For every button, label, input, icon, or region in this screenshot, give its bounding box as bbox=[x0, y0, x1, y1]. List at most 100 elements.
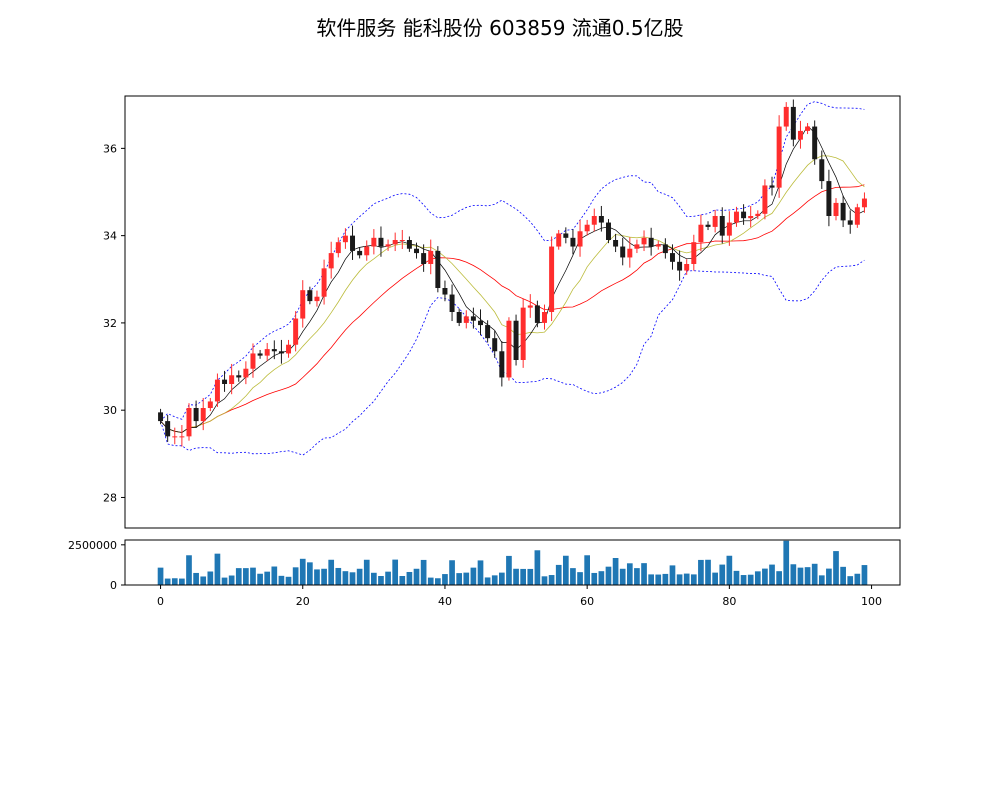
volume-y-tick-label: 2500000 bbox=[68, 539, 117, 552]
volume-bar bbox=[577, 572, 583, 585]
candle-body bbox=[527, 305, 533, 308]
volume-bar bbox=[612, 558, 619, 585]
candle-body bbox=[286, 344, 292, 354]
candle-body bbox=[826, 181, 832, 216]
candle-body bbox=[741, 211, 747, 219]
volume-bar bbox=[442, 574, 448, 585]
candle-body bbox=[691, 242, 697, 264]
candle-body bbox=[414, 248, 420, 254]
candle-body bbox=[861, 198, 867, 208]
volume-bar bbox=[413, 568, 420, 585]
volume-bar bbox=[299, 558, 306, 585]
volume-bar bbox=[591, 572, 598, 585]
volume-bar bbox=[676, 574, 683, 585]
volume-bar bbox=[371, 572, 377, 585]
volume-bar bbox=[783, 540, 790, 585]
candle-body bbox=[812, 126, 818, 160]
x-axis: 0 20 40 60 80 100 bbox=[157, 585, 882, 608]
volume-bar bbox=[378, 576, 384, 585]
volume-bar bbox=[826, 568, 832, 585]
candle-body bbox=[271, 349, 277, 352]
candle-body bbox=[506, 320, 512, 378]
candle-body bbox=[499, 351, 505, 378]
volume-bar bbox=[555, 564, 562, 585]
candle-body bbox=[385, 244, 391, 247]
volume-bar bbox=[278, 575, 285, 585]
candle-body bbox=[797, 130, 803, 140]
volume-bar bbox=[534, 550, 541, 585]
ma-short-line bbox=[160, 125, 865, 433]
candle-body bbox=[584, 224, 590, 232]
volume-bar bbox=[690, 574, 697, 585]
candle-body bbox=[229, 375, 235, 384]
volume-bar bbox=[392, 559, 399, 585]
candle-body bbox=[648, 237, 654, 247]
volume-bar bbox=[477, 560, 484, 585]
volume-bar bbox=[335, 567, 342, 585]
candle-body bbox=[478, 320, 483, 326]
candle-body bbox=[492, 338, 498, 352]
candle-body bbox=[677, 261, 683, 271]
volume-bar bbox=[342, 571, 349, 585]
volume-bar bbox=[321, 568, 327, 585]
volume-bar bbox=[221, 577, 228, 585]
volume-bar bbox=[754, 571, 761, 585]
candle-body bbox=[449, 294, 455, 312]
volume-bar bbox=[449, 560, 455, 585]
candle-body bbox=[833, 202, 839, 216]
candle-body bbox=[186, 408, 192, 437]
chart-title: 软件服务 能科股份 603859 流通0.5亿股 bbox=[316, 16, 684, 40]
candle-body bbox=[698, 224, 704, 243]
candle-body bbox=[556, 233, 562, 247]
candle-body bbox=[627, 248, 633, 258]
candle-body bbox=[193, 408, 199, 422]
candle-body bbox=[165, 421, 171, 437]
volume-bar bbox=[719, 564, 726, 585]
candle-body bbox=[705, 224, 711, 227]
candle-body bbox=[669, 253, 675, 262]
candle-body bbox=[335, 242, 341, 254]
candle-body bbox=[392, 240, 398, 245]
candle-body bbox=[613, 240, 619, 247]
volume-bar bbox=[171, 578, 178, 585]
volume-bar bbox=[186, 555, 192, 585]
candle-body bbox=[257, 353, 263, 356]
volume-bar bbox=[740, 575, 747, 585]
candle-body bbox=[719, 216, 725, 236]
volume-bar bbox=[271, 566, 278, 585]
volume-bar bbox=[235, 568, 242, 585]
volume-bar bbox=[726, 555, 733, 585]
candle-body bbox=[563, 233, 569, 238]
candle-body bbox=[748, 216, 754, 219]
volume-bar bbox=[349, 572, 356, 585]
volume-bar bbox=[399, 576, 406, 585]
volume-bar bbox=[491, 575, 498, 585]
price-y-tick-label: 28 bbox=[103, 491, 117, 504]
candle-body bbox=[200, 408, 206, 422]
volume-bar bbox=[811, 563, 818, 585]
volume-bar bbox=[747, 574, 754, 585]
candle-body bbox=[357, 250, 363, 256]
volume-bar bbox=[655, 574, 662, 585]
x-tick-label: 100 bbox=[861, 595, 882, 608]
volume-bar bbox=[435, 578, 441, 585]
price-axes-frame bbox=[124, 95, 901, 529]
candle-body bbox=[684, 264, 690, 271]
candle-body bbox=[549, 246, 555, 312]
volume-bar bbox=[733, 570, 740, 585]
ma-mid-line bbox=[160, 155, 865, 433]
price-y-axis: 28 30 32 34 36 bbox=[103, 142, 125, 504]
volume-bar bbox=[683, 573, 690, 585]
volume-bar bbox=[527, 568, 534, 585]
volume-bar bbox=[698, 559, 704, 585]
volume-bar bbox=[712, 572, 718, 585]
volume-bar bbox=[541, 576, 548, 585]
candle-body bbox=[534, 305, 540, 323]
volume-bar bbox=[626, 563, 633, 585]
candle-body bbox=[485, 325, 491, 339]
candle-body bbox=[378, 237, 384, 247]
volume-bar bbox=[463, 572, 470, 585]
price-y-tick-label: 32 bbox=[103, 317, 117, 330]
volume-bar bbox=[285, 576, 292, 585]
